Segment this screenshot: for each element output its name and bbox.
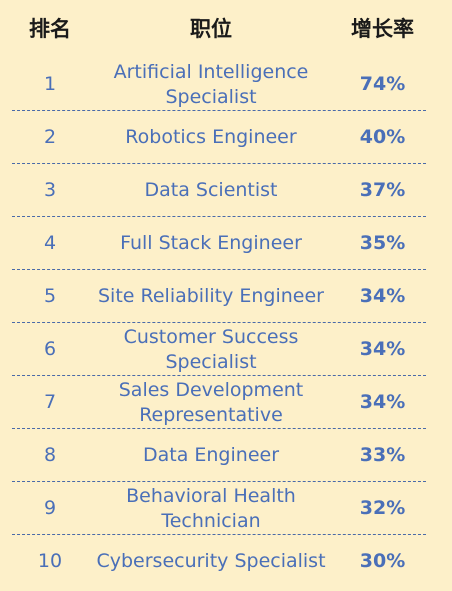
rank-cell: 2 <box>43 126 57 148</box>
title-cell: Data Scientist <box>144 179 278 201</box>
rate-cell: 32% <box>359 497 406 519</box>
header-rank: 排名 <box>29 17 71 41</box>
rank-cell: 10 <box>37 550 63 572</box>
rank-cell: 4 <box>43 232 57 254</box>
rank-cell: 8 <box>43 444 57 466</box>
rate-cell: 30% <box>359 550 406 572</box>
title-cell: Sales Development Representative <box>118 378 304 426</box>
table-row: 5 Site Reliability Engineer 34% <box>0 270 452 323</box>
table-row: 1 Artificial Intelligence Specialist 74% <box>0 58 452 111</box>
title-cell: Artificial Intelligence Specialist <box>113 60 309 108</box>
title-cell: Cybersecurity Specialist <box>96 550 326 572</box>
rate-cell: 34% <box>359 285 406 307</box>
rate-cell: 34% <box>359 338 406 360</box>
rate-cell: 74% <box>359 73 406 95</box>
table-body: 1 Artificial Intelligence Specialist 74% 2 R… <box>0 58 452 588</box>
title-cell: Data Engineer <box>142 444 280 466</box>
title-cell: Customer Success Specialist <box>123 325 299 373</box>
table-row: 8 Data Engineer 33% <box>0 429 452 482</box>
rate-cell: 35% <box>359 232 406 254</box>
title-cell: Site Reliability Engineer <box>97 285 324 307</box>
rank-cell: 7 <box>43 391 57 413</box>
table-row: 4 Full Stack Engineer 35% <box>0 217 452 270</box>
header-title: 职位 <box>190 17 232 41</box>
table-header: 排名 职位 增长率 <box>0 0 452 58</box>
title-cell: Behavioral Health Technician <box>126 484 296 532</box>
table-row: 3 Data Scientist 37% <box>0 164 452 217</box>
rate-cell: 34% <box>359 391 406 413</box>
rank-cell: 9 <box>43 497 57 519</box>
table-row: 7 Sales Development Representative 34% <box>0 376 452 429</box>
rank-cell: 6 <box>43 338 57 360</box>
title-cell: Full Stack Engineer <box>120 232 302 254</box>
rate-cell: 33% <box>359 444 406 466</box>
header-rate: 增长率 <box>351 17 414 41</box>
rank-cell: 3 <box>43 179 57 201</box>
table-row: 10 Cybersecurity Specialist 30% <box>0 535 452 588</box>
table-row: 6 Customer Success Specialist 34% <box>0 323 452 376</box>
rank-cell: 5 <box>43 285 57 307</box>
rate-cell: 40% <box>359 126 406 148</box>
title-cell: Robotics Engineer <box>125 126 297 148</box>
rank-cell: 1 <box>43 73 57 95</box>
table-row: 9 Behavioral Health Technician 32% <box>0 482 452 535</box>
table-row: 2 Robotics Engineer 40% <box>0 111 452 164</box>
rate-cell: 37% <box>359 179 406 201</box>
